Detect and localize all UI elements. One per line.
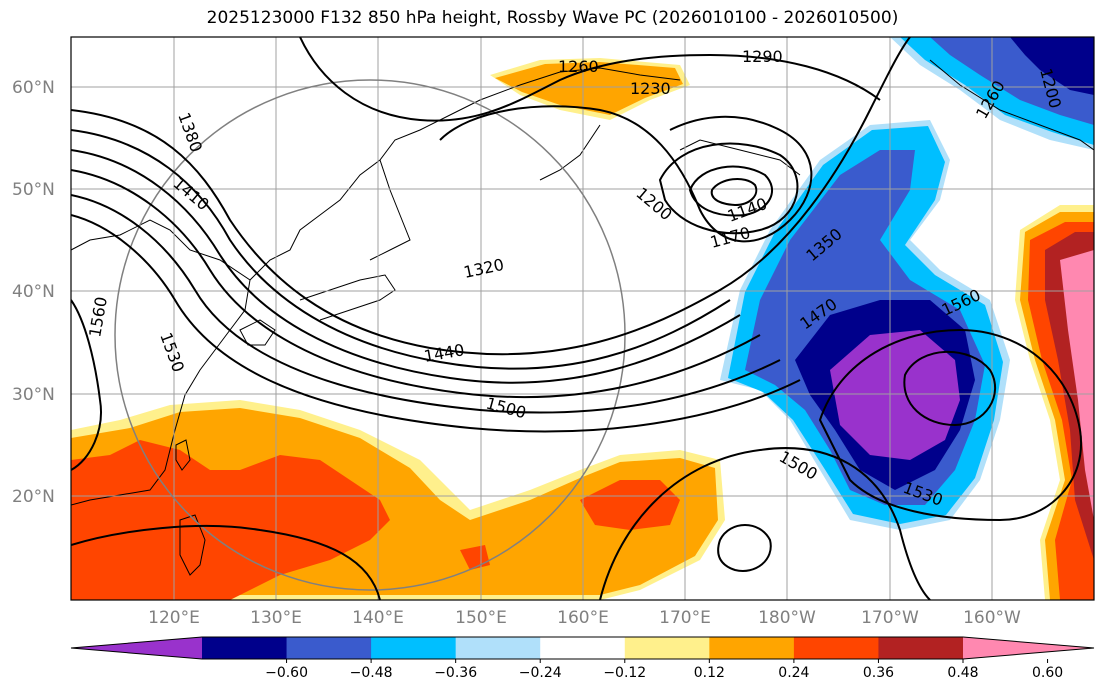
lat-label: 20°N — [12, 487, 55, 507]
contour-label: 1260 — [558, 57, 599, 76]
colorbar-tick-label: −0.24 — [519, 665, 562, 681]
lon-label: 160°E — [557, 608, 609, 628]
lon-label: 180°W — [758, 608, 816, 628]
lon-label: 120°E — [148, 608, 200, 628]
colorbar-tick-label: −0.36 — [434, 665, 477, 681]
colorbar-tick-label: 0.36 — [863, 665, 894, 681]
lat-label: 40°N — [12, 282, 55, 302]
map-title: 2025123000 F132 850 hPa height, Rossby W… — [206, 8, 899, 28]
colorbar-segment — [793, 637, 879, 659]
colorbar: −0.60 −0.48 −0.36 −0.24 −0.12 0.12 0.24 0.36 0.4… — [70, 636, 1095, 681]
colorbar-tick-label: −0.48 — [350, 665, 393, 681]
lon-label: 150°E — [455, 608, 507, 628]
colorbar-tick-label: 0.12 — [694, 665, 725, 681]
colorbar-segment — [202, 637, 288, 659]
lon-label: 140°E — [352, 608, 404, 628]
colorbar-outline — [70, 636, 1095, 660]
colorbar-segment — [455, 637, 541, 659]
lat-label: 30°N — [12, 385, 55, 405]
colorbar-segment — [371, 637, 457, 659]
height-contours — [71, 37, 1083, 600]
colorbar-tick-label: −0.12 — [603, 665, 646, 681]
colorbar-arrow-high — [963, 637, 1094, 659]
lat-label: 60°N — [12, 78, 55, 98]
contour-label: 1230 — [630, 79, 671, 98]
colorbar-tick-label: −0.60 — [265, 665, 308, 681]
contour-label: 1290 — [742, 47, 783, 66]
colorbar-segment — [540, 637, 626, 659]
lon-label: 130°E — [250, 608, 302, 628]
colorbar-segment — [286, 637, 372, 659]
longitude-labels: 120°E 130°E 140°E 150°E 160°E 170°E 180°… — [148, 608, 1021, 628]
colorbar-tick-label: 0.24 — [778, 665, 809, 681]
latitude-labels: 60°N 50°N 40°N 30°N 20°N — [12, 78, 55, 507]
lon-label: 170°W — [861, 608, 919, 628]
colorbar-segment — [709, 637, 795, 659]
colorbar-tick-label: 0.48 — [947, 665, 978, 681]
coastlines — [71, 59, 1094, 576]
colorbar-arrow-low — [71, 637, 202, 659]
colorbar-tick-label: 0.60 — [1032, 665, 1063, 681]
lon-label: 160°W — [963, 608, 1021, 628]
lon-label: 170°E — [659, 608, 711, 628]
colorbar-segment — [624, 637, 710, 659]
lat-label: 50°N — [12, 180, 55, 200]
colorbar-segment — [878, 637, 964, 659]
plot-frame — [70, 36, 1095, 601]
